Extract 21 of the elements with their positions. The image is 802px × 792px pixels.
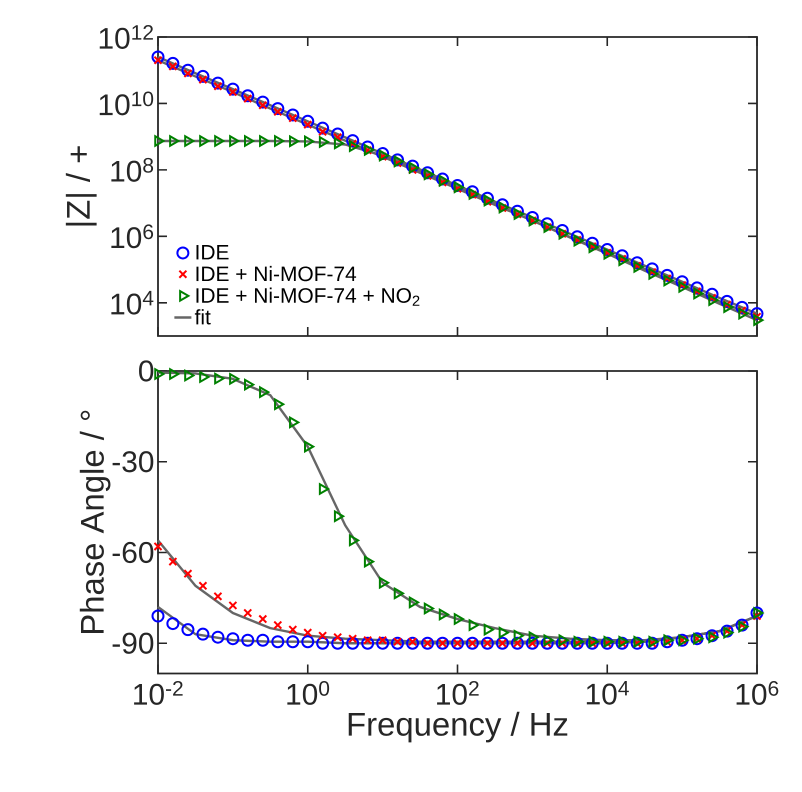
y-tick-label: -30 [112, 451, 154, 472]
legend-label: IDE + Ni-MOF-74 [196, 266, 356, 282]
y-axis-title: |Z| / + [66, 146, 97, 226]
x-axis-title: Frequency / Hz [348, 712, 568, 742]
x-tick-label: 10$^{4}$ [586, 681, 629, 705]
x-tick-label: 10$^{2}$ [437, 681, 479, 705]
y-tick-label: 0 [139, 360, 154, 382]
x-tick-label: 10$^{6}$ [736, 681, 778, 705]
legend-label: fit [194, 309, 211, 324]
y-tick-label: 10$^{12}$ [100, 25, 153, 49]
legend-label: IDE [196, 245, 229, 260]
y-tick-label: 10$^{6}$ [111, 224, 154, 248]
y-tick-label: 10$^{4}$ [111, 290, 154, 315]
y-axis-title: Phase Angle / ° [80, 410, 110, 634]
y-tick-label: 10$^{8}$ [111, 158, 154, 182]
y-tick-label: 10$^{10}$ [100, 91, 154, 116]
y-tick-label: -90 [112, 632, 154, 654]
y-tick-label: -60 [112, 542, 154, 564]
legend-label: IDE + Ni-MOF-74 + NO$_{2}$ [196, 288, 420, 306]
x-tick-label: 10$^{-2}$ [134, 681, 183, 705]
x-tick-label: 10$^{0}$ [287, 681, 330, 705]
